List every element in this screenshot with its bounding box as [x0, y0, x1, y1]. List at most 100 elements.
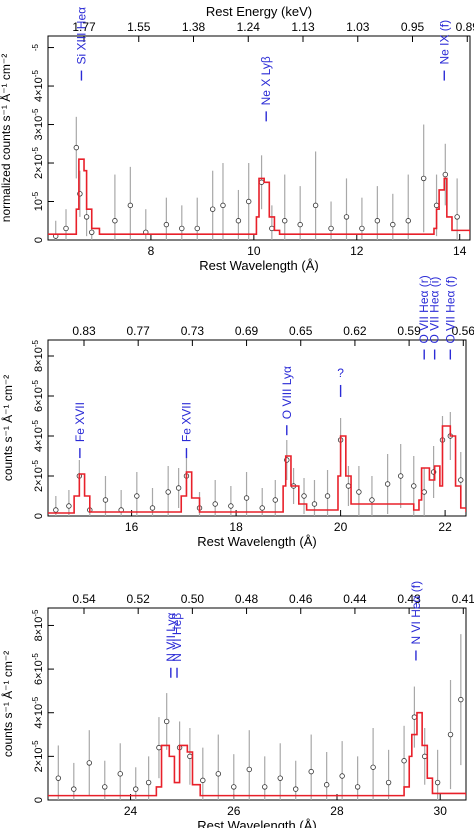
line-label: ? [337, 366, 344, 380]
line-label: N VI Heβ [170, 613, 184, 662]
plot-frame [47, 35, 471, 241]
x-tick-label: 28 [330, 804, 344, 818]
plot-frame [47, 339, 467, 517]
data-point [370, 764, 376, 770]
data-point [53, 507, 59, 513]
data-point [89, 229, 95, 236]
panel-1: 8 10 12 14 Rest Wavelength (Å) 1.77 1.55 1.38 1.… [0, 4, 474, 273]
top-tick-label: 0.50 [181, 592, 205, 606]
line-label: N VII Lyα [164, 613, 178, 662]
data-point [369, 497, 375, 503]
line-label: Si XIII Heα [74, 7, 88, 65]
data-point [175, 485, 182, 491]
x-tick-label: 20 [334, 520, 348, 534]
line-label: O VII Heα (r) [417, 275, 431, 343]
top-tick-label: 1.55 [127, 20, 151, 34]
top-tick-label: 0.95 [401, 20, 425, 34]
data-point [200, 777, 206, 784]
y-tick-label: 2×10-5 [31, 460, 45, 492]
data-point [117, 771, 123, 777]
data-point [194, 225, 200, 232]
top-tick-label: 1.03 [346, 20, 370, 34]
data-point [311, 501, 318, 507]
top-tick-label: 0.44 [343, 592, 367, 606]
y-tick-label: 6×10-5 [31, 380, 45, 412]
line-label: Ne X Lyβ [259, 56, 273, 105]
line-label: N VI Heα (f) [409, 581, 423, 645]
line-label: Fe XVII [73, 402, 87, 442]
y-tick-label: 2×10-5 [31, 740, 45, 772]
top-tick-label: 0.46 [289, 592, 313, 606]
data-point [258, 179, 265, 185]
data-point [112, 218, 118, 224]
data-point [145, 779, 152, 786]
y-tick-label: 3×10-5 [31, 108, 45, 140]
data-point [374, 218, 381, 224]
panel-2: 16 18 20 22 Rest Wavelength (Å) 0.83 0.77 0.73 0… [0, 275, 474, 549]
line-label: O VIII Lyα [280, 366, 294, 419]
x-tick-label: 8 [148, 244, 155, 258]
line-label: O VII Heα (i) [428, 277, 442, 344]
data-point [209, 206, 216, 212]
data-point [83, 214, 90, 220]
x-axis-label: Rest Wavelength (Å) [197, 818, 316, 828]
top-tick-label: 0.62 [343, 324, 367, 338]
data-point [312, 202, 319, 209]
data-point [133, 786, 139, 792]
data-point [397, 473, 404, 479]
data-point [328, 225, 334, 232]
data-point [411, 714, 418, 720]
top-tick-label: 0.77 [127, 324, 151, 338]
data-point [343, 214, 350, 220]
data-point [165, 489, 171, 495]
line-label: O VII Heα (f) [443, 276, 457, 344]
top-tick-label: 0.43 [397, 592, 421, 606]
y-tick-label: 0 [33, 797, 45, 803]
data-point [411, 483, 417, 489]
data-point [235, 218, 242, 224]
x-tick-label: 16 [125, 520, 139, 534]
top-tick-label: 0.48 [235, 592, 259, 606]
y-axis-label: counts s⁻¹ Å⁻¹ cm⁻² [0, 651, 15, 757]
data-point [231, 784, 237, 790]
data-point [102, 784, 108, 790]
data-point [277, 775, 283, 781]
data-point [71, 786, 77, 792]
data-point [156, 744, 162, 751]
x-tick-label: 22 [438, 520, 452, 534]
data-point [442, 171, 448, 178]
y-tick-label: 0 [33, 513, 45, 519]
y-tick-label: 4×10-5 [31, 70, 45, 102]
y-tick-label: 8×10-5 [31, 609, 45, 641]
data-point [323, 782, 330, 788]
top-tick-label: 0.83 [72, 324, 96, 338]
data-point [359, 225, 365, 232]
plot-area [48, 116, 470, 240]
data-point [354, 784, 361, 790]
data-point [134, 493, 140, 499]
data-point [127, 202, 134, 209]
x-tick-label: 24 [124, 804, 138, 818]
y-tick-label: 0 [33, 237, 45, 243]
data-point [163, 221, 170, 228]
data-point [215, 771, 221, 777]
data-point [356, 489, 362, 495]
top-tick-label: 0.59 [397, 324, 421, 338]
top-tick-label: 1.24 [237, 20, 261, 34]
data-point [385, 779, 392, 786]
y-tick-label: 6×10-5 [31, 653, 45, 685]
data-point [179, 225, 185, 232]
data-point [262, 784, 268, 790]
top-tick-label: 0.65 [289, 324, 313, 338]
data-point [433, 202, 440, 209]
x-tick-label: 10 [247, 244, 261, 258]
model-line [48, 711, 466, 797]
y-tick-label: 10-5 [31, 191, 45, 211]
top-tick-label: 1.13 [291, 20, 315, 34]
model-line [48, 425, 466, 514]
plot-frame [47, 607, 467, 801]
x-tick-label: 12 [350, 244, 364, 258]
top-axis-label: Rest Energy (keV) [206, 4, 312, 19]
data-point [420, 175, 427, 182]
top-tick-label: 0.69 [235, 324, 259, 338]
